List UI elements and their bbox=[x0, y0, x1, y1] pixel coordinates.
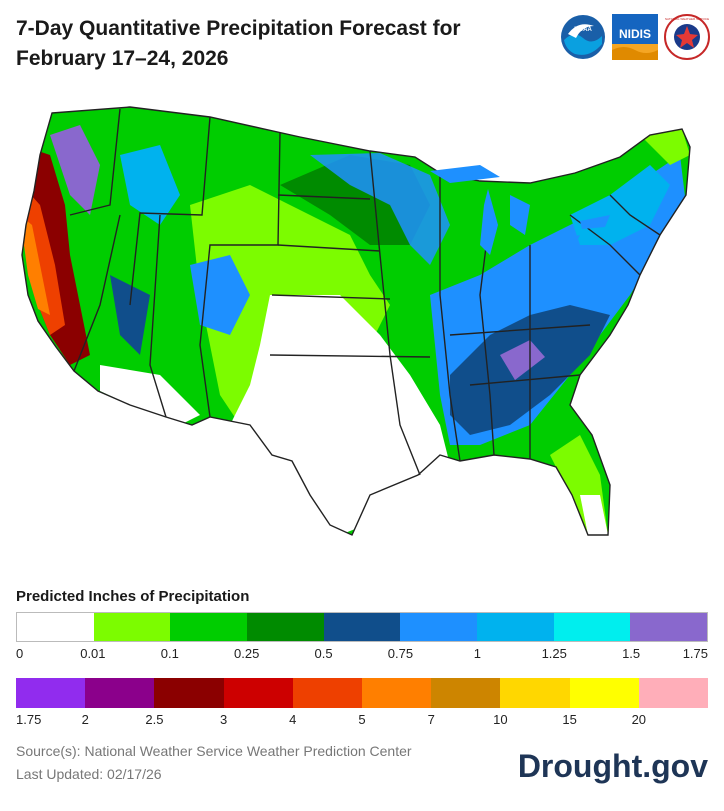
legend-tick: 1.5 bbox=[622, 646, 641, 661]
legend-swatch bbox=[630, 613, 708, 641]
legend-tick: 20 bbox=[631, 712, 647, 727]
legend-tick: 0.75 bbox=[387, 646, 414, 661]
legend-tick: 2 bbox=[81, 712, 89, 727]
legend-tick: 2.5 bbox=[145, 712, 164, 727]
logo-group: NOAA NIDIS NATIONAL WEATHER SERVICE bbox=[560, 14, 710, 60]
legend-swatch bbox=[292, 678, 363, 708]
legend-swatch bbox=[553, 613, 631, 641]
legend-color-bar-row-1 bbox=[16, 612, 708, 642]
source-info: Source(s): National Weather Service Weat… bbox=[16, 740, 412, 786]
noaa-logo: NOAA bbox=[561, 15, 605, 59]
legend-swatch bbox=[16, 678, 86, 708]
legend-swatch bbox=[638, 678, 709, 708]
legend-tick: 5 bbox=[358, 712, 366, 727]
legend-tick: 1 bbox=[473, 646, 481, 661]
legend-tick: 0.1 bbox=[160, 646, 179, 661]
legend-tick: 0.5 bbox=[314, 646, 333, 661]
legend-swatch bbox=[223, 678, 293, 708]
legend-title: Predicted Inches of Precipitation bbox=[16, 588, 250, 605]
legend-tick: 7 bbox=[427, 712, 435, 727]
map-title: 7-Day Quantitative Precipitation Forecas… bbox=[16, 17, 461, 70]
legend-tick: 3 bbox=[219, 712, 228, 727]
nws-logo-text: NATIONAL WEATHER SERVICE bbox=[665, 17, 709, 21]
legend-tick: 4 bbox=[289, 712, 297, 727]
legend-swatch bbox=[247, 613, 324, 641]
drought-gov-logo[interactable]: Drought.gov bbox=[517, 748, 708, 784]
legend-swatch bbox=[569, 678, 639, 708]
legend-ticks-row-2: 1.75 2 2.5 3 4 5 7 10 15 20 bbox=[16, 712, 708, 728]
legend-tick: 0.25 bbox=[234, 646, 260, 661]
legend-swatch bbox=[85, 678, 155, 708]
legend-swatch bbox=[170, 613, 248, 641]
legend-tick: 1.75 bbox=[16, 712, 42, 727]
legend-ticks-row-1: 0 0.01 0.1 0.25 0.5 0.75 1 1.25 1.5 1.75 bbox=[16, 646, 708, 662]
legend-swatch bbox=[323, 613, 401, 641]
updated-line: Last Updated: 02/17/26 bbox=[16, 766, 162, 782]
legend-tick: 1.75 bbox=[682, 646, 708, 661]
legend-swatch bbox=[477, 613, 554, 641]
legend-tick: 10 bbox=[493, 712, 508, 727]
legend-tick: 0 bbox=[16, 646, 24, 661]
legend-tick: 15 bbox=[562, 712, 577, 727]
source-line: Source(s): National Weather Service Weat… bbox=[16, 743, 412, 759]
state-borders bbox=[21, 106, 691, 536]
nidis-logo: NIDIS bbox=[612, 14, 658, 60]
legend-tick: 1.25 bbox=[541, 646, 567, 661]
legend-swatch bbox=[362, 678, 432, 708]
legend-swatch bbox=[431, 678, 501, 708]
legend-swatch bbox=[500, 678, 570, 708]
precipitation-layers bbox=[22, 107, 690, 535]
noaa-logo-text: NOAA bbox=[574, 27, 592, 33]
legend-swatch bbox=[17, 613, 94, 641]
nidis-logo-text: NIDIS bbox=[619, 27, 651, 41]
precipitation-map bbox=[21, 106, 691, 536]
legend-swatch bbox=[93, 613, 171, 641]
nws-logo: NATIONAL WEATHER SERVICE bbox=[664, 14, 710, 60]
legend-color-bar-row-2 bbox=[16, 678, 709, 708]
legend-swatch bbox=[400, 613, 478, 641]
great-lakes bbox=[430, 165, 610, 260]
legend-swatch bbox=[154, 678, 224, 708]
legend-tick: 0.01 bbox=[80, 646, 106, 661]
